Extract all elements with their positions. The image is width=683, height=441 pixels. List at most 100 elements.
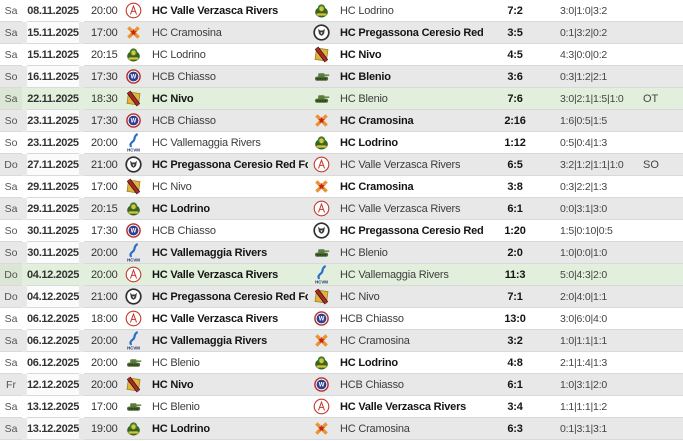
time-cell: 21:00 bbox=[84, 154, 120, 176]
away-team-name: HC Blenio bbox=[335, 66, 483, 88]
period-scores: 0:1|3:2|0:2 bbox=[547, 22, 640, 44]
sticky-column-divider bbox=[22, 374, 27, 396]
overtime-shootout-flag bbox=[640, 176, 683, 198]
period-scores: 3:0|2:1|1:5|1:0 bbox=[547, 88, 640, 110]
lodrino-logo-icon bbox=[127, 48, 140, 62]
game-row[interactable]: Do 04.12.2025 20:00 HC Valle Verzasca Rive… bbox=[0, 264, 683, 286]
overtime-shootout-flag bbox=[640, 396, 683, 418]
home-team-name: HC Pregassona Ceresio Red Fox bbox=[147, 286, 308, 308]
date-cell: 06.12.2025 bbox=[27, 308, 79, 330]
sticky-column-divider bbox=[79, 66, 84, 88]
lodrino-logo-icon bbox=[315, 4, 328, 18]
away-team-logo bbox=[308, 110, 335, 132]
away-team-logo bbox=[308, 88, 335, 110]
home-team-name: HC Lodrino bbox=[147, 198, 308, 220]
game-row[interactable]: Sa 06.12.2025 20:00 HC Blenio HC Lodrino 4:… bbox=[0, 352, 683, 374]
valle-verzasca-logo-icon bbox=[313, 398, 330, 415]
pregassona-fox-logo-icon bbox=[313, 24, 330, 41]
home-team-name: HC Nivo bbox=[147, 374, 308, 396]
period-scores: 0:1|3:1|3:1 bbox=[547, 418, 640, 440]
game-row[interactable]: Sa 13.12.2025 17:00 HC Blenio HC Valle Ver… bbox=[0, 396, 683, 418]
date-cell: 04.12.2025 bbox=[27, 286, 79, 308]
home-team-logo bbox=[120, 198, 147, 220]
game-row[interactable]: So 30.11.2025 20:00 HCVM HC Vallemaggia Riv… bbox=[0, 242, 683, 264]
sticky-column-divider bbox=[22, 44, 27, 66]
away-team-logo bbox=[308, 242, 335, 264]
game-row[interactable]: Do 04.12.2025 21:00 HC Pregassona Ceresio … bbox=[0, 286, 683, 308]
game-row[interactable]: Do 27.11.2025 21:00 HC Pregassona Ceresio … bbox=[0, 154, 683, 176]
game-row[interactable]: Fr 12.12.2025 20:00 HC Nivo W HCB Chiasso 6:… bbox=[0, 374, 683, 396]
weekday-cell: So bbox=[0, 66, 22, 88]
date-cell: 16.11.2025 bbox=[27, 66, 79, 88]
away-team-name: HC Lodrino bbox=[335, 352, 483, 374]
time-cell: 17:30 bbox=[84, 110, 120, 132]
final-score: 4:8 bbox=[483, 352, 547, 374]
home-team-logo bbox=[120, 44, 147, 66]
nivo-logo-icon bbox=[126, 178, 141, 195]
date-cell: 30.11.2025 bbox=[27, 220, 79, 242]
home-team-logo bbox=[120, 22, 147, 44]
overtime-shootout-flag bbox=[640, 418, 683, 440]
home-team-logo bbox=[120, 352, 147, 374]
sticky-column-divider bbox=[22, 264, 27, 286]
nivo-logo-icon bbox=[314, 288, 329, 305]
home-team-name: HCB Chiasso bbox=[147, 66, 308, 88]
away-team-logo bbox=[308, 0, 335, 22]
away-team-name: HCB Chiasso bbox=[335, 308, 483, 330]
sticky-column-divider bbox=[79, 396, 84, 418]
home-team-logo: HCVM bbox=[120, 132, 147, 154]
weekday-cell: So bbox=[0, 220, 22, 242]
period-scores: 0:3|1:2|2:1 bbox=[547, 66, 640, 88]
game-row[interactable]: Sa 15.11.2025 17:00 HC Cramosina HC Pregas… bbox=[0, 22, 683, 44]
sticky-column-divider bbox=[79, 22, 84, 44]
game-row[interactable]: Sa 13.12.2025 19:00 HC Lodrino HC Cramosin… bbox=[0, 418, 683, 440]
blenio-tank-logo-icon bbox=[314, 249, 329, 257]
game-row[interactable]: Sa 08.11.2025 20:00 HC Valle Verzasca Rive… bbox=[0, 0, 683, 22]
date-cell: 08.11.2025 bbox=[27, 0, 79, 22]
game-row[interactable]: So 23.11.2025 20:00 HCVM HC Vallemaggia Riv… bbox=[0, 132, 683, 154]
home-team-name: HC Lodrino bbox=[147, 418, 308, 440]
away-team-logo bbox=[308, 176, 335, 198]
lodrino-logo-icon bbox=[127, 202, 140, 216]
away-team-name: HC Pregassona Ceresio Red Fox bbox=[335, 220, 483, 242]
sticky-column-divider bbox=[79, 132, 84, 154]
away-team-name: HC Valle Verzasca Rivers bbox=[335, 154, 483, 176]
final-score: 6:5 bbox=[483, 154, 547, 176]
date-cell: 27.11.2025 bbox=[27, 154, 79, 176]
final-score: 3:4 bbox=[483, 396, 547, 418]
chiasso-logo-icon: W bbox=[126, 223, 141, 238]
game-row[interactable]: So 30.11.2025 17:30 W HCB Chiasso HC Pregas… bbox=[0, 220, 683, 242]
sticky-column-divider bbox=[79, 198, 84, 220]
game-row[interactable]: Sa 29.11.2025 20:15 HC Lodrino HC Valle Ve… bbox=[0, 198, 683, 220]
sticky-column-divider bbox=[22, 352, 27, 374]
lodrino-logo-icon bbox=[315, 356, 328, 370]
final-score: 4:5 bbox=[483, 44, 547, 66]
away-team-logo bbox=[308, 22, 335, 44]
game-row[interactable]: So 16.11.2025 17:30 W HCB Chiasso HC Blenio… bbox=[0, 66, 683, 88]
period-scores: 1:0|3:1|2:0 bbox=[547, 374, 640, 396]
game-row[interactable]: Sa 15.11.2025 20:15 HC Lodrino HC Nivo 4:5 4… bbox=[0, 44, 683, 66]
period-scores: 0:0|3:1|3:0 bbox=[547, 198, 640, 220]
overtime-shootout-flag bbox=[640, 220, 683, 242]
home-team-logo bbox=[120, 176, 147, 198]
sticky-column-divider bbox=[22, 220, 27, 242]
overtime-shootout-flag bbox=[640, 0, 683, 22]
blenio-tank-logo-icon bbox=[314, 73, 329, 81]
home-team-logo: W bbox=[120, 66, 147, 88]
date-cell: 29.11.2025 bbox=[27, 198, 79, 220]
weekday-cell: Sa bbox=[0, 308, 22, 330]
overtime-shootout-flag: SO bbox=[640, 154, 683, 176]
weekday-cell: Sa bbox=[0, 88, 22, 110]
game-row[interactable]: Sa 22.11.2025 18:30 HC Nivo HC Blenio 7:6 3:… bbox=[0, 88, 683, 110]
game-row[interactable]: Sa 29.11.2025 17:00 HC Nivo HC Cramosina 3:… bbox=[0, 176, 683, 198]
game-row[interactable]: Sa 06.12.2025 18:00 HC Valle Verzasca Rive… bbox=[0, 308, 683, 330]
sticky-column-divider bbox=[22, 198, 27, 220]
overtime-shootout-flag bbox=[640, 352, 683, 374]
home-team-logo bbox=[120, 308, 147, 330]
cramosina-logo-icon bbox=[315, 334, 328, 347]
sticky-column-divider bbox=[22, 176, 27, 198]
sticky-column-divider bbox=[79, 110, 84, 132]
game-row[interactable]: Sa 06.12.2025 20:00 HCVM HC Vallemaggia Riv… bbox=[0, 330, 683, 352]
game-row[interactable]: So 23.11.2025 17:30 W HCB Chiasso HC Cramos… bbox=[0, 110, 683, 132]
